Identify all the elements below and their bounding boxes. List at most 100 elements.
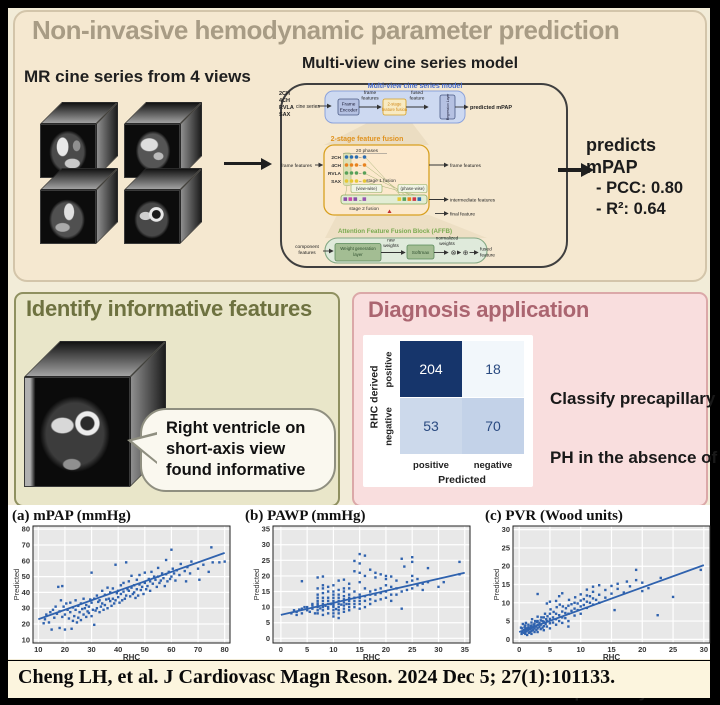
raw-weights-label: weights — [383, 243, 399, 248]
svg-text:30: 30 — [700, 645, 708, 654]
svg-text:70: 70 — [22, 540, 30, 549]
svg-text:10: 10 — [262, 603, 270, 612]
frame-encoder-label: Frame — [342, 102, 356, 108]
model-diagram: Multi-view cine series model 2CH 4CH RVL… — [279, 83, 568, 268]
svg-text:0: 0 — [517, 645, 521, 654]
svg-text:Predicted: Predicted — [12, 569, 21, 601]
mr-cine-label: MR cine series from 4 views — [24, 67, 251, 86]
plot-title-pawp: (b) PAWP (mmHg) — [245, 508, 366, 524]
matrix-cell-fn: 18 — [462, 341, 524, 397]
svg-text:5: 5 — [506, 617, 510, 626]
svg-text:Predicted: Predicted — [492, 569, 501, 601]
svg-text:40: 40 — [22, 588, 30, 597]
svg-text:–: – — [359, 179, 362, 184]
svg-text:30: 30 — [262, 540, 270, 549]
model-outline — [280, 83, 568, 268]
scatter-plots-strip: (a) mPAP (mmHg) (b) PAWP (mmHg) (c) PVR … — [8, 505, 711, 662]
svg-text:10: 10 — [329, 645, 337, 654]
regression-label: Regression Layer — [446, 93, 450, 120]
chart-svg: 10 20 30 40 50 60 70 80 10 20 30 40 50 60 70 80 RHC Predi… — [12, 525, 231, 662]
fusion-box-label: feature fusion — [382, 107, 408, 112]
svg-text:60: 60 — [22, 556, 30, 565]
pcc-value: - PCC: 0.80 — [596, 179, 684, 197]
predicts-mpap-label: predicts mPAP — [586, 135, 657, 177]
chart-svg: 0 5 10 15 20 25 30 35 0 5 10 15 20 25 30 35 RHC Predicted — [252, 525, 471, 662]
scatter-plot-pvr: 0 5 10 15 20 25 30 0 5 10 15 20 25 30 RHC Predicted — [488, 505, 720, 662]
weight-generation-label: layer — [353, 252, 363, 257]
svg-text:25: 25 — [408, 645, 416, 654]
view-wise-tag — [350, 184, 383, 193]
row-label: SAX — [331, 179, 342, 185]
intermediate-squares: – — [343, 197, 422, 203]
svg-text:30: 30 — [502, 525, 510, 534]
predicted-mpap-label: predicted mPAP — [470, 105, 512, 111]
multiply-icon: ⊗ — [451, 250, 457, 257]
bubble-text: found informative — [166, 461, 306, 479]
phase-dot-grid: – – – – — [344, 155, 367, 184]
svg-text:70: 70 — [194, 645, 202, 654]
stage1-label: stage 1 fusion — [366, 178, 396, 184]
confusion-matrix-card: RHC derived positive negative 204 18 53 … — [363, 335, 533, 487]
svg-text:20: 20 — [262, 571, 270, 580]
plot-title-mpap: (a) mPAP (mmHg) — [12, 508, 131, 524]
svg-text:50: 50 — [22, 572, 30, 581]
arrow-right-icon — [558, 168, 584, 172]
connector-shade — [325, 215, 487, 238]
fusion-detail-title: 2-stage feature fusion — [331, 136, 404, 143]
svg-text:15: 15 — [607, 645, 615, 654]
view-wise-label: (view-wise) — [356, 186, 378, 191]
row-label: 2CH — [331, 155, 341, 161]
normalized-weights-label: normalized — [436, 236, 459, 241]
bubble-text: short-axis view — [166, 440, 286, 458]
softmax-label: Softmax — [412, 250, 430, 256]
phases-label: 20 phases — [356, 148, 379, 154]
view-label: RVLA — [279, 105, 294, 111]
svg-text:–: – — [359, 198, 362, 203]
r2-value: - R²: 0.64 — [596, 200, 666, 218]
row-label: 4CH — [331, 163, 341, 169]
panel-title-prediction: Non-invasive hemodynamic parameter predi… — [32, 15, 620, 45]
svg-text:15: 15 — [262, 587, 270, 596]
intermediate-features-label: intermediate features — [450, 198, 496, 204]
mri-image-sax — [124, 190, 180, 244]
frame-features-out-label: frame features — [450, 163, 482, 169]
svg-text:10: 10 — [502, 598, 510, 607]
fused-feature-out-label: fused — [480, 247, 492, 253]
svg-text:20: 20 — [382, 645, 390, 654]
svg-text:25: 25 — [669, 645, 677, 654]
prediction-result: predicts mPAP - PCC: 0.80 - R²: 0.64 — [586, 134, 705, 220]
fused-feature-out-label: feature — [480, 253, 495, 259]
bubble-text: Right ventricle on — [166, 419, 306, 437]
svg-text:0: 0 — [506, 635, 510, 644]
weight-generation-label: Weight generation — [340, 246, 376, 251]
row-label: RVLA — [328, 171, 342, 177]
matrix-col-label-positive: positive — [413, 460, 449, 471]
svg-text:30: 30 — [434, 645, 442, 654]
citation-text: Cheng LH, et al. J Cardiovasc Magn Reson… — [18, 666, 616, 688]
svg-text:10: 10 — [34, 645, 42, 654]
svg-text:10: 10 — [577, 645, 585, 654]
svg-text:–: – — [359, 155, 362, 160]
diagnosis-line: Classify precapillary — [550, 389, 716, 408]
fusion-box-label: 2-stage — [388, 102, 403, 107]
view-label: SAX — [279, 112, 291, 118]
svg-text:35: 35 — [262, 525, 270, 534]
prediction-panel: Non-invasive hemodynamic parameter predi… — [13, 10, 707, 282]
svg-text:60: 60 — [167, 645, 175, 654]
svg-text:15: 15 — [502, 580, 510, 589]
intermediate-row — [340, 194, 428, 205]
raw-weights-label: raw — [387, 238, 395, 243]
svg-text:80: 80 — [22, 525, 30, 534]
matrix-cell-fp: 53 — [400, 397, 462, 454]
softmax-box — [406, 244, 435, 260]
plot-title-pvr: (c) PVR (Wood units) — [485, 508, 623, 524]
svg-text:5: 5 — [305, 645, 309, 654]
identify-panel: Identify informative features Right vent… — [14, 292, 340, 507]
matrix-row-axis: RHC derived — [368, 365, 381, 429]
component-features-label: component — [295, 244, 319, 250]
svg-text:5: 5 — [548, 645, 552, 654]
frame-features-in-label: frame features — [281, 163, 313, 169]
final-feature-label: final feature — [450, 212, 475, 218]
svg-text:–: – — [359, 163, 362, 168]
